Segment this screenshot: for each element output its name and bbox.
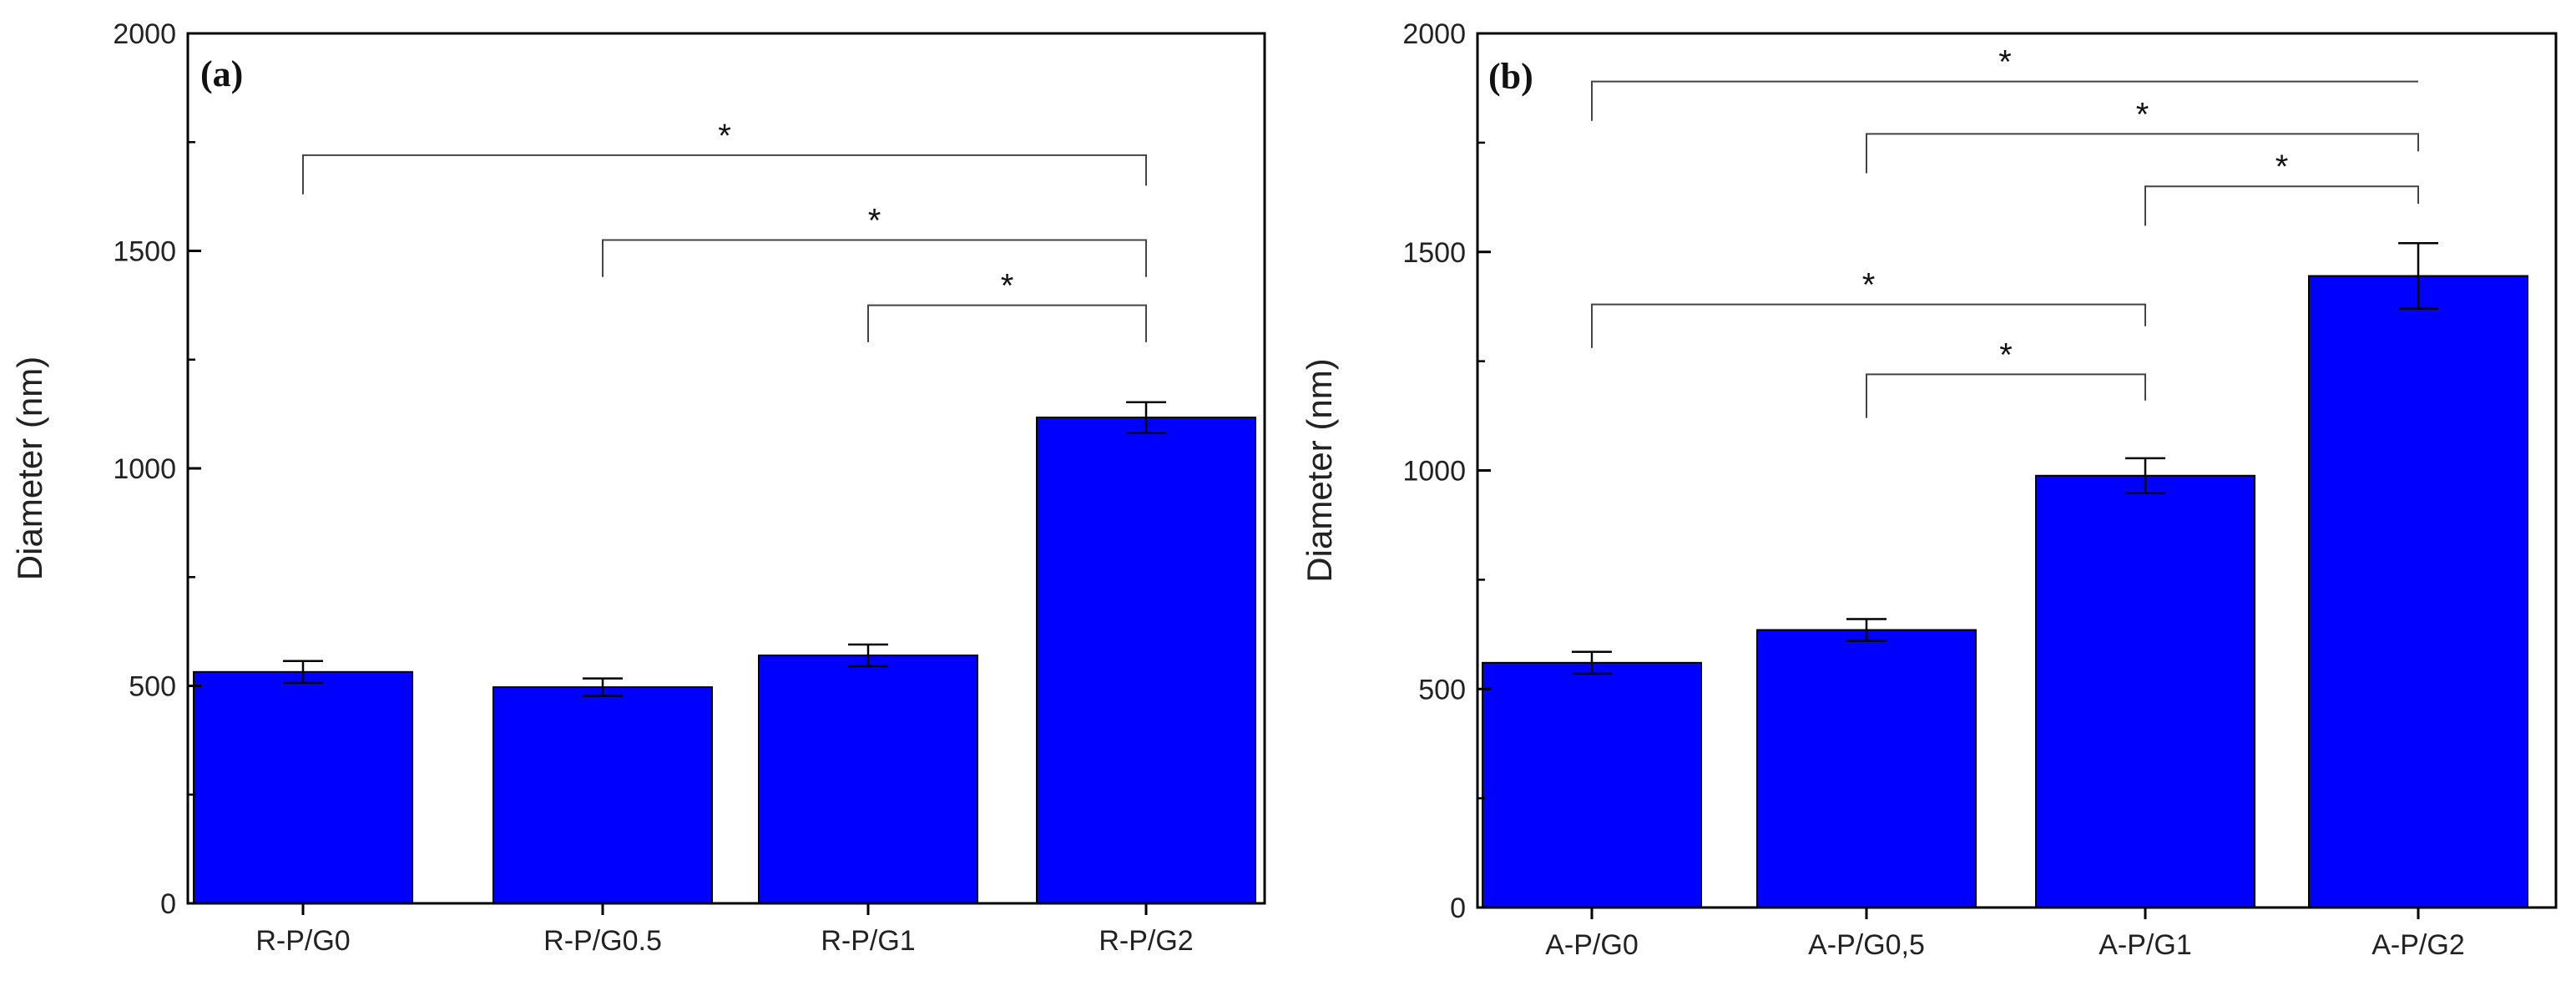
significance-bracket-line bbox=[1591, 80, 2418, 121]
significance-bracket-line bbox=[1591, 303, 2146, 348]
significance-star: * bbox=[2136, 96, 2149, 133]
significance-star: * bbox=[2275, 149, 2289, 185]
panel-label: (b) bbox=[1488, 56, 1533, 97]
significance-bracket-line bbox=[2144, 185, 2419, 226]
x-tick-label: R-P/G2 bbox=[1099, 925, 1193, 957]
x-tick-label: A-P/G0 bbox=[1545, 929, 1638, 961]
significance-star: * bbox=[718, 118, 731, 154]
bar-4 bbox=[1036, 417, 1256, 904]
y-axis-title: Diameter (nm) bbox=[10, 356, 49, 580]
significance-bracket-4: * bbox=[1591, 267, 2146, 348]
error-bar-1 bbox=[283, 660, 323, 685]
panel-b: 0 500 1000 1500 2000 A-P/G0 A-P/G0,5 A-P/G1 A-P/… bbox=[1300, 18, 2558, 961]
bar-3 bbox=[2035, 474, 2255, 908]
y-tick-label: 2000 bbox=[113, 18, 176, 50]
bar-2 bbox=[1756, 629, 1977, 908]
significance-bracket-5: * bbox=[1866, 336, 2146, 418]
bar-1 bbox=[193, 670, 413, 904]
y-tick-label: 500 bbox=[1418, 674, 1466, 705]
significance-bracket-1: * bbox=[302, 118, 1147, 195]
error-bar-1 bbox=[1572, 650, 1612, 675]
significance-bracket-line bbox=[1866, 133, 2419, 174]
y-tick-label: 1000 bbox=[1402, 456, 1466, 488]
x-tick-label: R-P/G1 bbox=[821, 925, 915, 957]
x-tick-label: R-P/G0 bbox=[255, 925, 350, 957]
x-tick-label: A-P/G1 bbox=[2099, 929, 2191, 961]
bar-2 bbox=[492, 686, 713, 904]
error-bar-2 bbox=[583, 677, 623, 697]
error-bar-3 bbox=[2125, 457, 2165, 494]
bar-1 bbox=[1482, 661, 1702, 909]
significance-bracket-line bbox=[867, 304, 1147, 342]
y-axis-title: Diameter (nm) bbox=[1300, 358, 1339, 582]
y-tick-label: 0 bbox=[1450, 892, 1466, 924]
significance-bracket-3: * bbox=[2144, 149, 2419, 226]
x-tick-label: R-P/G0.5 bbox=[543, 925, 662, 957]
y-tick-label: 2000 bbox=[1402, 18, 1466, 50]
significance-bracket-2: * bbox=[602, 202, 1147, 277]
significance-star: * bbox=[1001, 268, 1014, 305]
significance-star: * bbox=[1999, 336, 2013, 373]
bar-3 bbox=[758, 655, 978, 905]
y-tick-label: 0 bbox=[160, 888, 176, 920]
y-tick-label: 1500 bbox=[1402, 237, 1466, 269]
error-bar-3 bbox=[848, 643, 888, 668]
significance-star: * bbox=[1998, 44, 2012, 81]
error-bar-4 bbox=[1126, 401, 1166, 434]
significance-bracket-line bbox=[1866, 373, 2146, 418]
significance-star: * bbox=[868, 202, 881, 239]
significance-bracket-line bbox=[602, 239, 1147, 277]
bar-4 bbox=[2308, 275, 2528, 909]
significance-bracket-2: * bbox=[1866, 96, 2419, 174]
significance-bracket-1: * bbox=[1591, 44, 2418, 121]
significance-star: * bbox=[1862, 267, 1876, 304]
significance-bracket-line bbox=[302, 154, 1147, 195]
error-bar-4 bbox=[2398, 242, 2438, 311]
significance-bracket-3: * bbox=[867, 268, 1147, 342]
x-tick-label: A-P/G0,5 bbox=[1808, 929, 1925, 961]
panel-a: 0 500 1000 1500 2000 R-P/G0 R-P/G0.5 R-P/G1 R-P/… bbox=[10, 18, 1266, 957]
x-tick-label: A-P/G2 bbox=[2371, 929, 2464, 961]
error-bar-2 bbox=[1846, 618, 1887, 642]
y-tick-label: 1000 bbox=[113, 453, 176, 485]
y-tick-label: 500 bbox=[129, 671, 176, 703]
y-tick-label: 1500 bbox=[113, 236, 176, 268]
panel-label: (a) bbox=[200, 53, 243, 94]
